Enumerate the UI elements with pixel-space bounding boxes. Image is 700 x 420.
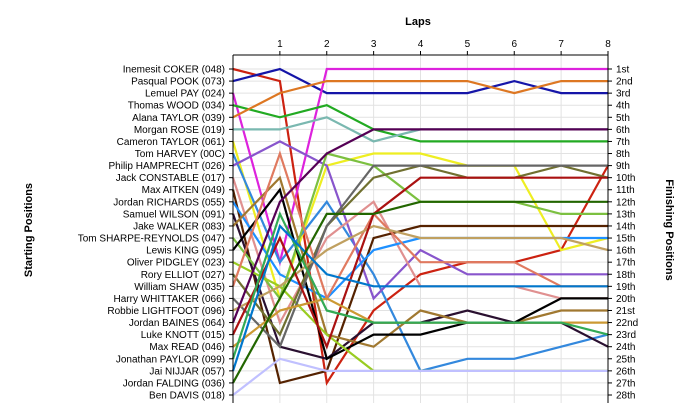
starting-label: Jordan BAINES (064) [129, 318, 225, 329]
starting-label: Philip HAMPRECHT (026) [108, 161, 225, 172]
finishing-label: 20th [616, 294, 635, 305]
x-tick-label: 3 [371, 39, 377, 50]
starting-label: Robbie LIGHTFOOT (096) [107, 306, 225, 317]
starting-label: Jack CONSTABLE (017) [116, 173, 225, 184]
series-line-28 [232, 357, 608, 396]
starting-label: Morgan ROSE (019) [134, 125, 225, 136]
series-line-5 [232, 79, 608, 119]
grid [232, 55, 609, 403]
labels: 1 2 3 4 5 6 7 8 Inemesit COKER (048)Pasqual POOK… [78, 39, 639, 402]
finishing-label: 13th [616, 209, 635, 220]
starting-label: Samuel WILSON (091) [123, 209, 225, 220]
series-line-11 [231, 189, 608, 385]
starting-label: Thomas WOOD (034) [128, 101, 225, 112]
finishing-label: 14th [616, 221, 635, 232]
starting-label: Lemuel PAY (024) [145, 89, 225, 100]
series-line-19 [231, 150, 608, 302]
finishing-label: 9th [616, 161, 630, 172]
series-line-27 [232, 200, 608, 384]
finishing-label: 12th [616, 197, 635, 208]
finishing-label: 17th [616, 258, 635, 269]
starting-label: Jordan RICHARDS (055) [113, 197, 225, 208]
finishing-label: 19th [616, 282, 635, 293]
finishing-label: 23rd [616, 330, 636, 341]
starting-label: Max READ (046) [149, 342, 225, 353]
finishing-label: 28th [616, 391, 635, 402]
series-line-25 [231, 210, 609, 360]
series-line-23 [232, 176, 608, 350]
finishing-label: 7th [616, 137, 630, 148]
starting-label: William SHAW (035) [134, 282, 225, 293]
x-tick-label: 7 [558, 39, 564, 50]
starting-label: Rory ELLIOT (027) [141, 270, 225, 281]
x-tick-label: 5 [465, 39, 471, 50]
x-tick-label: 8 [605, 39, 611, 50]
series-line-3 [231, 67, 608, 267]
series-line-7 [231, 141, 609, 302]
series-line-22 [231, 128, 608, 323]
series-line-26 [231, 223, 608, 372]
finishing-label: 27th [616, 378, 635, 389]
finishing-label: 11th [616, 185, 635, 196]
finishing-label: 21st [616, 306, 635, 317]
finishing-label: 1st [616, 65, 630, 76]
series-line-1 [232, 67, 609, 386]
series-line-4 [232, 104, 608, 143]
finishing-label: 5th [616, 113, 630, 124]
finishing-label: 24th [616, 342, 635, 353]
starting-label: Tom SHARPE-REYNOLDS (047) [78, 234, 225, 245]
finishing-label: 6th [616, 125, 630, 136]
finishing-label: 18th [616, 270, 635, 281]
axes [229, 51, 612, 403]
starting-label: Jake WALKER (083) [133, 221, 225, 232]
starting-label: Jordan FALDING (036) [123, 378, 225, 389]
starting-label: Inemesit COKER (048) [123, 65, 225, 76]
x-tick-label: 4 [418, 39, 424, 50]
starting-label: Cameron TAYLOR (061) [117, 137, 225, 148]
finishing-label: 8th [616, 149, 630, 160]
finishing-label: 16th [616, 246, 635, 257]
series-line-2 [232, 67, 608, 95]
left-axis-label: Starting Positions [23, 183, 35, 277]
starting-label: Max AITKEN (049) [142, 185, 225, 196]
finishing-label: 26th [616, 366, 635, 377]
starting-label: Jonathan PAYLOR (099) [116, 354, 225, 365]
starting-label: Oliver PIDGLEY (023) [127, 258, 225, 269]
starting-label: Tom HARVEY (00C) [135, 149, 225, 160]
finishing-label: 10th [616, 173, 635, 184]
starting-label: Jai NIJJAR (057) [149, 366, 225, 377]
series-lines [231, 67, 609, 396]
starting-label: Luke KNOTT (015) [141, 330, 225, 341]
finishing-label: 4th [616, 101, 630, 112]
x-tick-label: 2 [324, 39, 330, 50]
starting-label: Alana TAYLOR (039) [132, 113, 225, 124]
series-line-9 [232, 140, 608, 301]
starting-label: Ben DAVIS (018) [149, 391, 225, 402]
starting-label: Lewis KING (095) [146, 246, 225, 257]
finishing-label: 25th [616, 354, 635, 365]
starting-label: Harry WHITTAKER (066) [114, 294, 226, 305]
series-line-14 [232, 175, 608, 348]
starting-label: Pasqual POOK (073) [131, 77, 225, 88]
x-tick-label: 6 [511, 39, 517, 50]
right-axis-label: Finishing Positions [663, 179, 675, 280]
chart-title: Laps [405, 16, 431, 28]
finishing-label: 22nd [616, 318, 638, 329]
finishing-label: 3rd [616, 89, 630, 100]
x-tick-label: 1 [277, 39, 283, 50]
finishing-label: 15th [616, 234, 635, 245]
finishing-label: 2nd [616, 77, 633, 88]
